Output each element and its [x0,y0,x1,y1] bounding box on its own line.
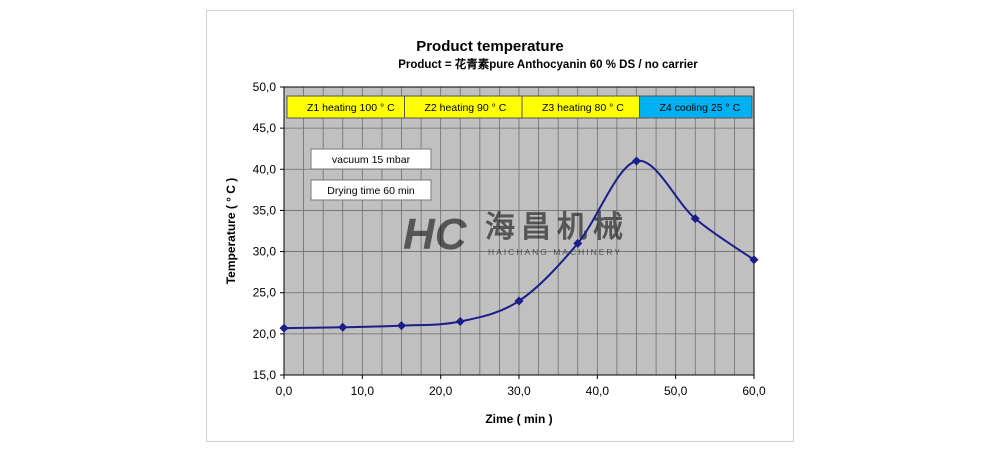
watermark-subtext: HAICHANG MACHINERY [488,247,622,257]
zone-label: Z2 heating 90 ° C [425,102,507,114]
chart-frame: 0,0 10,0 20,0 30,0 40,0 50,0 60,0 15,0 20,0 25,0 3… [206,10,794,442]
data-point [397,321,406,331]
data-point [690,214,700,224]
y-tick-label: 40,0 [253,162,277,176]
zone-label: Z3 heating 80 ° C [542,102,624,114]
y-tick-label: 20,0 [253,327,277,341]
zone-label: Z1 heating 100 ° C [307,102,395,114]
y-tick-label: 45,0 [253,121,277,135]
zone-box [639,95,753,119]
data-point [338,322,348,332]
y-tick-label: 25,0 [253,286,277,300]
data-point [573,238,583,248]
annotation-text: vacuum 15 mbar [332,154,411,166]
zone-label: Z4 cooling 25 ° C [660,102,741,114]
y-tick-label: 15,0 [253,368,277,382]
x-tick-label: 20,0 [429,384,453,398]
data-point [279,323,289,333]
y-tick-label: 35,0 [253,203,277,217]
watermark-mark: HC [403,210,468,259]
annotation-text: Drying time 60 min [327,185,415,197]
temperature-chart: 0,0 10,0 20,0 30,0 40,0 50,0 60,0 15,0 20,0 25,0 3… [224,38,766,426]
chart-title: Product temperature [416,38,564,55]
watermark-logo: HC 海昌机械 HAICHANG MACHINERY [403,210,629,259]
series-line [283,160,755,330]
y-axis-label: Temperature ( ° C ) [224,178,238,285]
x-axis-label: Zime ( min ) [485,412,552,426]
data-point [632,156,641,166]
data-point [455,317,465,327]
x-tick-label: 40,0 [586,384,610,398]
x-tick-label: 10,0 [351,384,375,398]
x-tick-label: 0,0 [276,384,293,398]
x-tick-label: 50,0 [664,384,688,398]
y-tick-label: 30,0 [253,245,277,259]
y-tick-label: 50,0 [253,80,277,94]
annotation-box [310,148,432,170]
annotation-box [310,179,432,201]
chart-subtitle: Product = 花青素pure Anthocyanin 60 % DS / … [398,57,698,71]
x-tick-label: 30,0 [507,384,531,398]
watermark-text: 海昌机械 [485,211,629,244]
data-point [514,296,524,306]
x-tick-label: 60,0 [742,384,766,398]
